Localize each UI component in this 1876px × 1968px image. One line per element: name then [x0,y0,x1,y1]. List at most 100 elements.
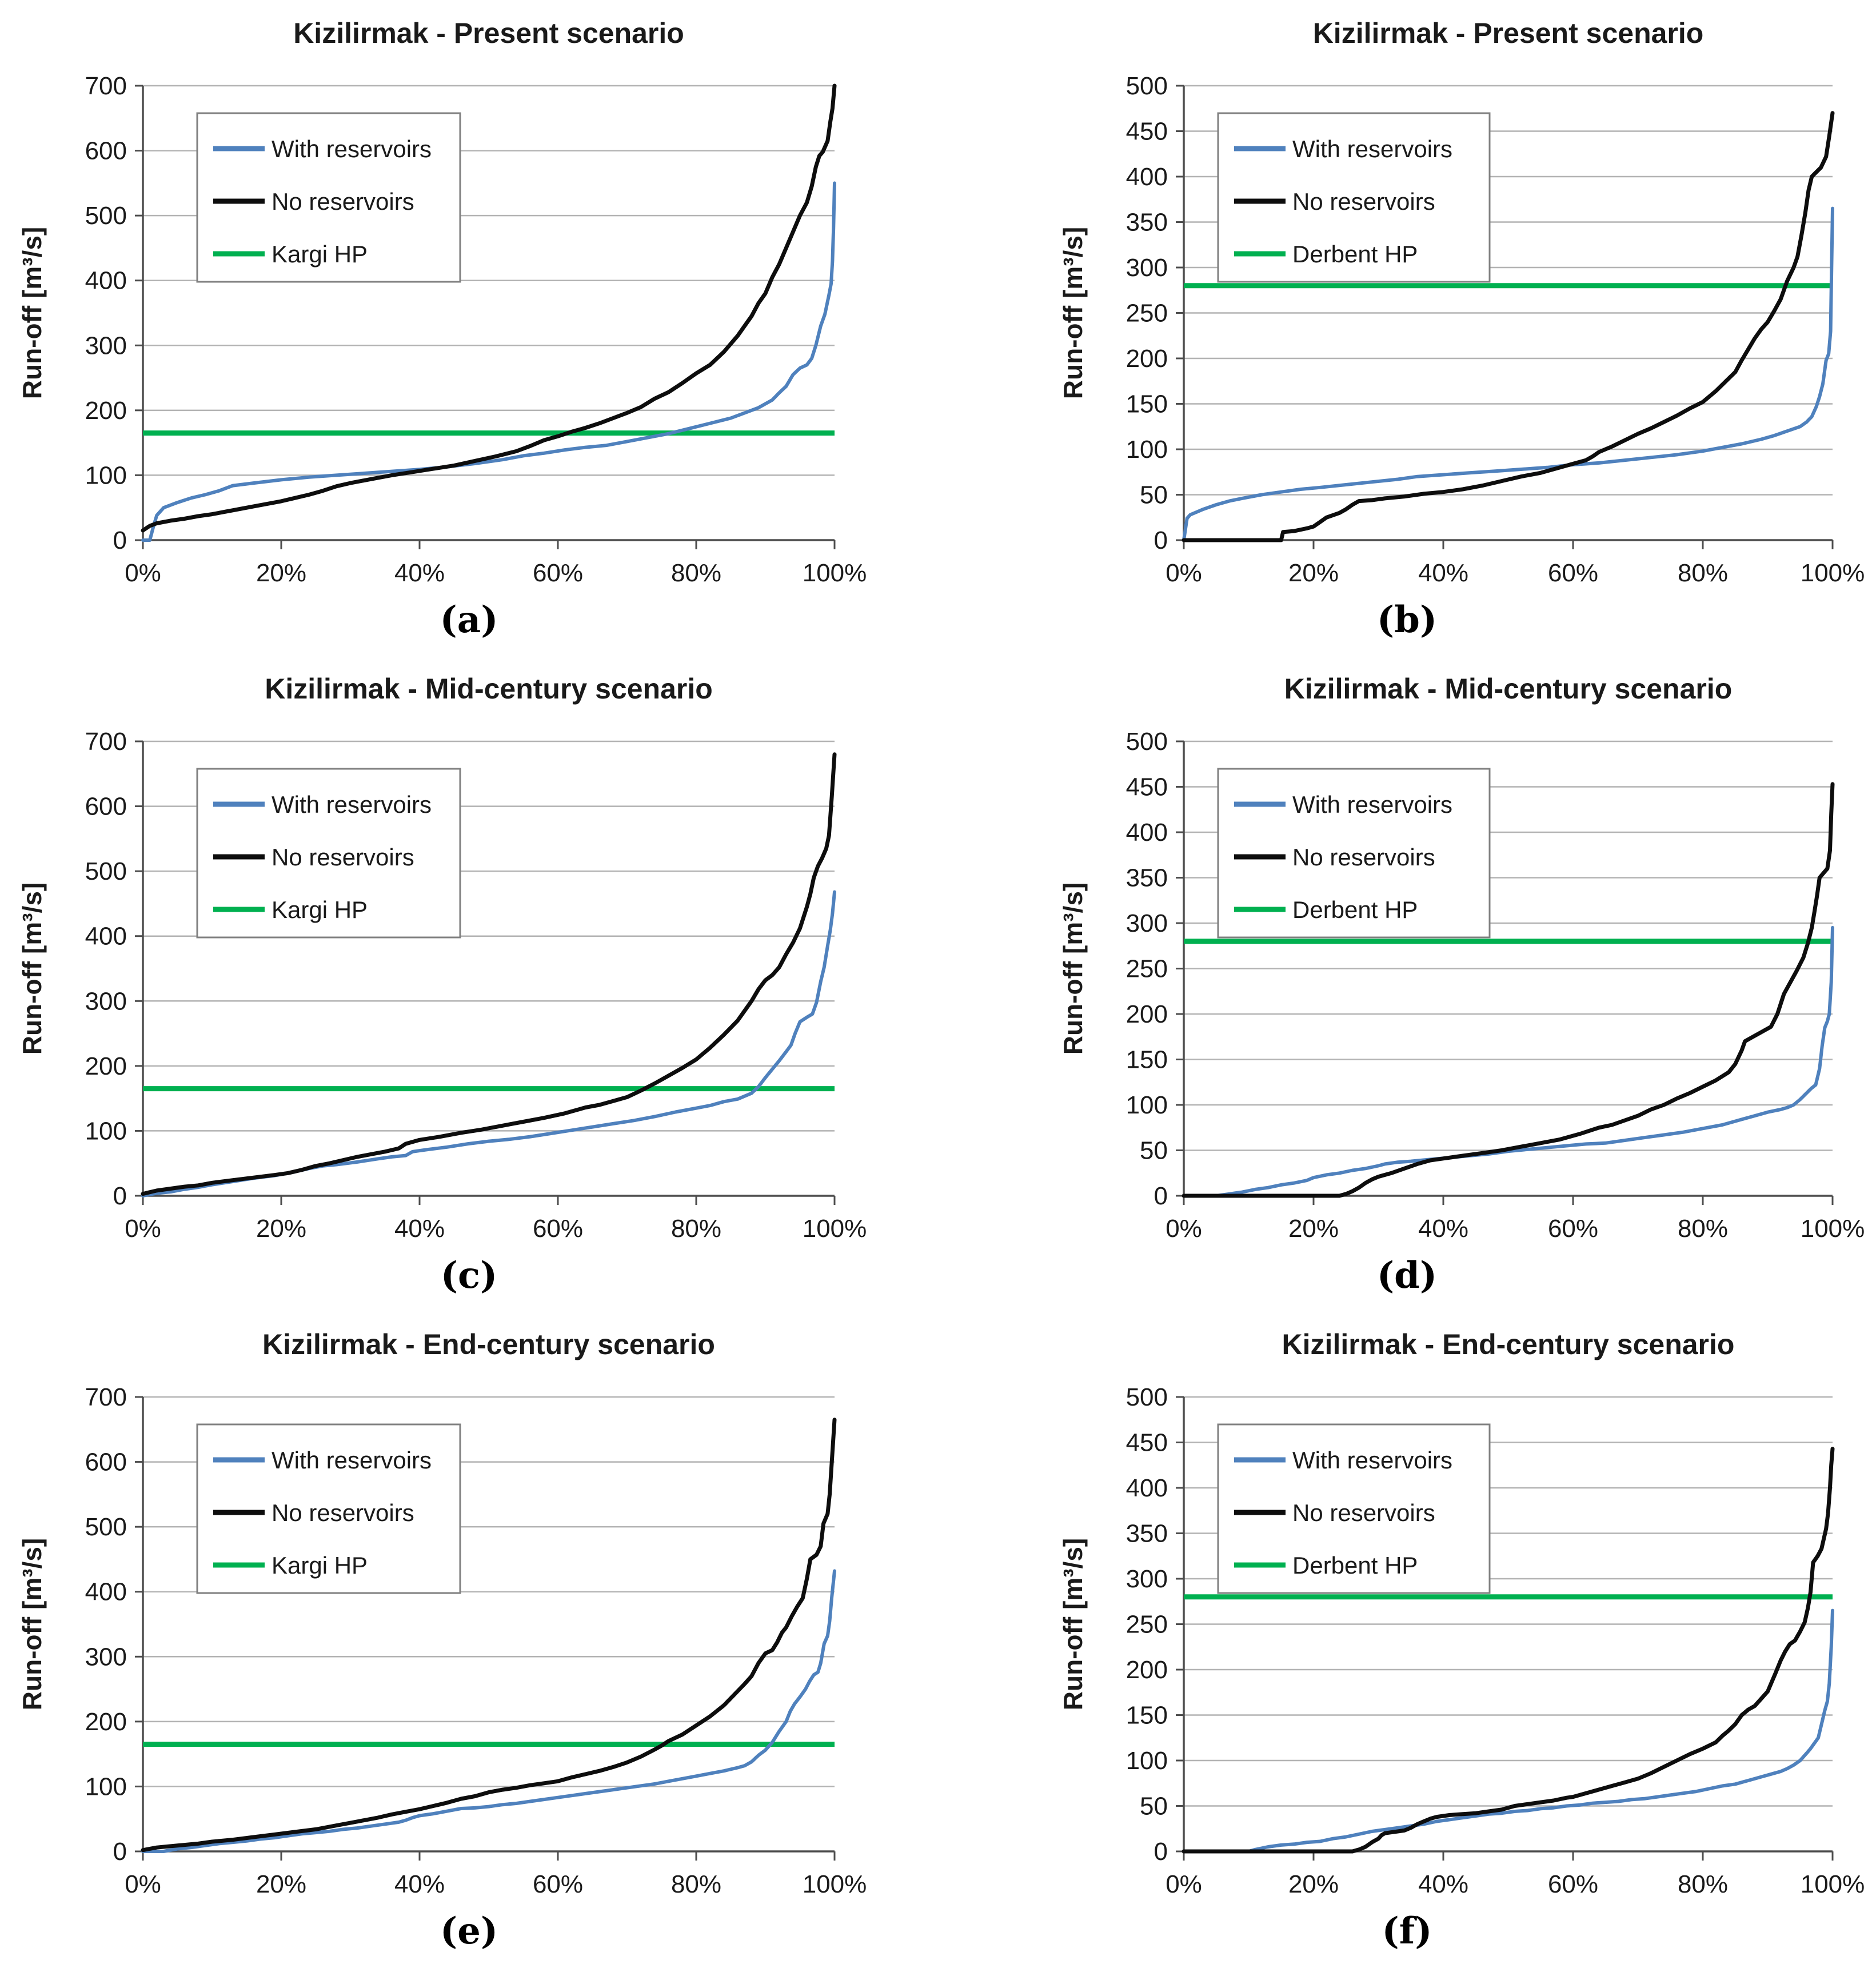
chart-f-canvas: 0 50 100 150 200 250 300 350 400 450 500 0% 20% 40% 60… [1058,1328,1865,1898]
y-tick-label: 600 [85,793,127,821]
x-tick-label: 60% [533,1870,583,1898]
y-tick-label: 700 [85,1383,127,1411]
y-tick-label: 450 [1126,1429,1168,1457]
y-tick-label: 150 [1126,1702,1168,1730]
legend-label: Derbent HP [1292,1552,1418,1579]
y-axis-label: Run-off [m³/s] [1058,1538,1088,1710]
y-tick-label: 100 [85,461,127,489]
y-tick-label: 150 [1126,390,1168,418]
x-tick-label: 40% [1418,1870,1468,1898]
series-line-no-reservoirs [141,752,837,1196]
y-tick-label: 450 [1126,773,1168,801]
chart-title: Kizilirmak - Present scenario [1313,17,1704,49]
panel-letter-d: (d) [1376,1254,1438,1297]
chart-b-canvas: 0 50 100 150 200 250 300 350 400 450 500 0% 20% 40% 60… [1058,17,1865,587]
y-tick-label: 300 [1126,254,1168,282]
y-tick-label: 250 [1126,300,1168,328]
x-tick-label: 60% [533,559,583,587]
x-tick-label: 60% [1548,559,1598,587]
y-tick-label: 300 [1126,909,1168,937]
legend-label: With reservoirs [272,1447,432,1474]
y-tick-label: 700 [85,72,127,100]
legend-label: With reservoirs [272,135,432,162]
x-tick-label: 40% [1418,1215,1468,1243]
y-tick-label: 100 [1126,1091,1168,1119]
x-tick-label: 40% [394,559,445,587]
y-tick-label: 0 [113,526,127,554]
y-tick-label: 300 [85,1643,127,1671]
panel-a: 0 100 200 300 400 500 600 700 0% 20% 40% 60% 80% 100%… [0,0,938,656]
x-tick-label: 100% [803,1215,867,1243]
panel-c: 0 100 200 300 400 500 600 700 0% 20% 40% 60% 80% 100%… [0,656,938,1311]
y-tick-label: 500 [85,857,127,885]
x-tick-label: 20% [1288,1870,1339,1898]
x-tick-label: 100% [803,559,867,587]
x-tick-label: 20% [1288,1215,1339,1243]
series-line-with-reservoirs [1182,1608,1834,1853]
x-tick-label: 100% [1801,1215,1865,1243]
legend-label: With reservoirs [272,791,432,818]
x-tick-label: 0% [125,559,161,587]
panel-letter-f: (f) [1382,1910,1432,1953]
x-tick-label: 0% [1165,1870,1202,1898]
legend-label: Derbent HP [1292,896,1418,923]
y-tick-label: 400 [85,923,127,951]
x-tick-label: 60% [1548,1870,1598,1898]
x-tick-label: 40% [394,1215,445,1243]
y-tick-label: 250 [1126,1611,1168,1639]
x-tick-label: 80% [1678,1870,1728,1898]
legend-label: Derbent HP [1292,241,1418,268]
y-tick-label: 200 [1126,345,1168,373]
y-tick-label: 200 [85,1708,127,1736]
y-tick-label: 600 [85,137,127,165]
x-tick-label: 100% [1801,559,1865,587]
series-line-no-reservoirs [141,83,837,533]
panel-e: 0 100 200 300 400 500 600 700 0% 20% 40% 60% 80% 100%… [0,1311,938,1967]
x-tick-label: 20% [256,1215,306,1243]
series-line-no-reservoirs [141,1418,837,1853]
legend-label: No reservoirs [1292,188,1435,215]
x-tick-label: 0% [125,1215,161,1243]
y-tick-label: 450 [1126,118,1168,146]
y-tick-label: 600 [85,1448,127,1476]
series-line-no-reservoirs [1182,1447,1835,1854]
panel-letter-c: (c) [440,1254,498,1297]
y-tick-label: 200 [85,397,127,425]
chart-c-canvas: 0 100 200 300 400 500 600 700 0% 20% 40% 60% 80% 100%… [17,673,867,1243]
y-tick-label: 250 [1126,955,1168,983]
series-line-no-reservoirs [1182,111,1835,542]
chart-title: Kizilirmak - Present scenario [293,17,684,49]
y-tick-label: 50 [1140,1137,1168,1165]
panel-letter-b: (b) [1376,598,1438,641]
y-tick-label: 500 [1126,1383,1168,1411]
legend-label: Kargi HP [272,1552,368,1579]
x-tick-label: 80% [671,559,721,587]
y-tick-label: 300 [85,332,127,360]
x-tick-label: 80% [1678,559,1728,587]
y-tick-label: 100 [1126,1747,1168,1775]
series-line-with-reservoirs [1182,925,1834,1197]
y-tick-label: 300 [85,987,127,1015]
x-tick-label: 80% [671,1215,721,1243]
x-tick-label: 20% [256,1870,306,1898]
y-tick-label: 100 [85,1117,127,1145]
y-tick-label: 500 [1126,72,1168,100]
x-tick-label: 20% [1288,559,1339,587]
y-tick-label: 150 [1126,1046,1168,1074]
panel-letter-e: (e) [440,1910,498,1953]
y-tick-label: 400 [85,1578,127,1606]
y-axis-label: Run-off [m³/s] [17,227,47,399]
legend-label: No reservoirs [1292,1499,1435,1526]
y-tick-label: 350 [1126,864,1168,892]
legend-label: With reservoirs [1292,1447,1452,1474]
y-axis-label: Run-off [m³/s] [17,883,47,1055]
y-tick-label: 300 [1126,1565,1168,1593]
y-axis-label: Run-off [m³/s] [1058,883,1088,1055]
y-tick-label: 400 [85,267,127,295]
x-tick-label: 0% [1165,559,1202,587]
x-tick-label: 80% [1678,1215,1728,1243]
y-tick-label: 0 [113,1182,127,1210]
y-tick-label: 400 [1126,163,1168,191]
y-tick-label: 0 [113,1838,127,1866]
